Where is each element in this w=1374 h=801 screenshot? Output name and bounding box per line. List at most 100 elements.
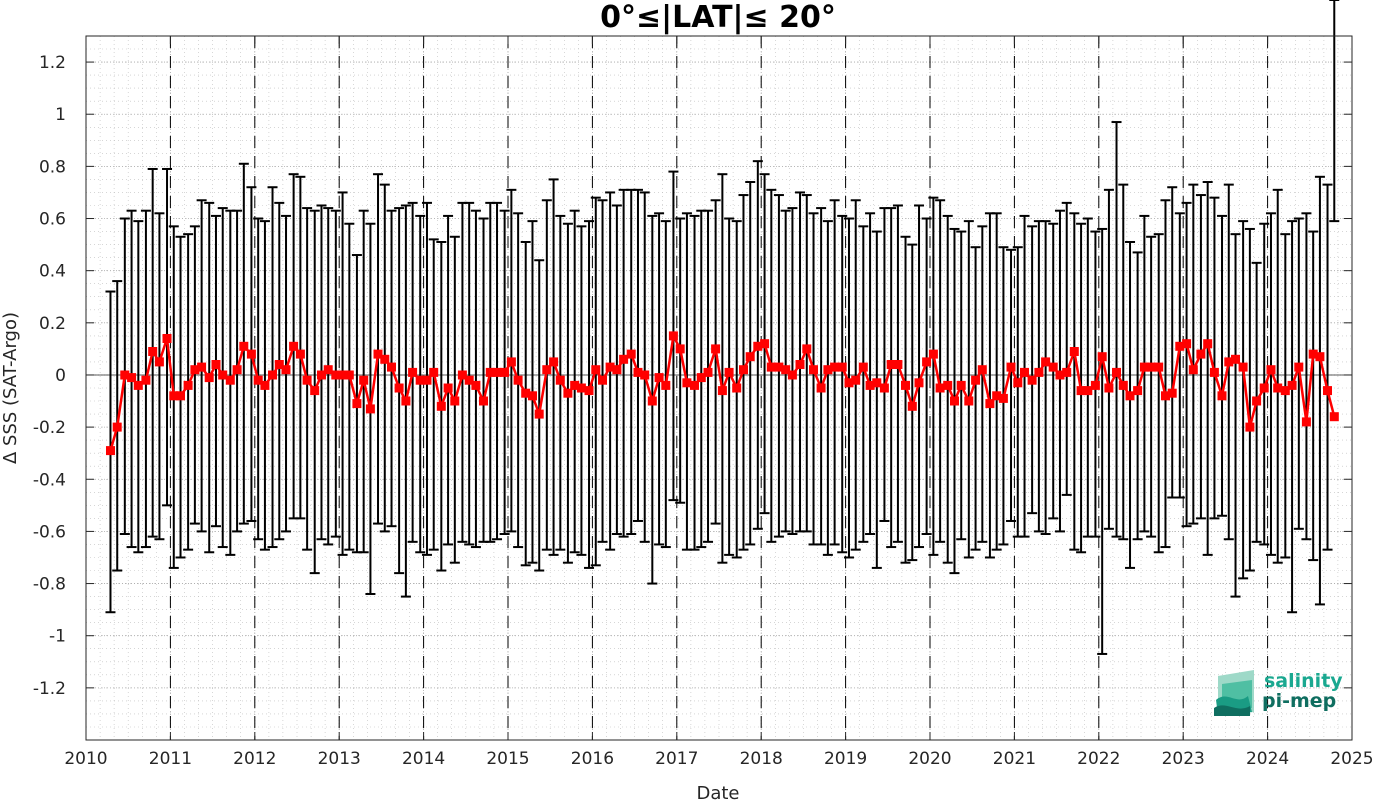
mean-marker — [141, 375, 151, 385]
mean-marker — [133, 380, 143, 390]
mean-marker — [1301, 417, 1311, 427]
mean-marker — [1209, 367, 1219, 377]
mean-marker — [317, 370, 326, 380]
mean-marker — [1266, 365, 1276, 375]
mean-marker — [401, 396, 411, 406]
mean-marker — [394, 383, 404, 393]
mean-marker — [112, 422, 122, 432]
mean-marker — [204, 373, 214, 383]
mean-marker — [626, 349, 636, 359]
mean-marker — [745, 352, 755, 362]
logo-text-pi-mep: pi-mep — [1262, 690, 1336, 712]
mean-marker — [1006, 362, 1016, 372]
y-tick-label: -1.2 — [33, 679, 66, 699]
x-tick-label: 2024 — [1246, 749, 1289, 769]
mean-marker — [717, 386, 727, 396]
x-axis-label: Date — [696, 783, 739, 801]
mean-marker — [787, 370, 797, 380]
x-tick-label: 2016 — [571, 749, 614, 769]
mean-marker — [760, 339, 770, 349]
x-tick-label: 2013 — [318, 749, 361, 769]
mean-series — [106, 331, 1339, 456]
y-tick-label: -0.2 — [33, 418, 66, 438]
mean-marker — [1013, 378, 1023, 388]
mean-marker — [1041, 357, 1051, 367]
mean-marker — [816, 383, 826, 393]
mean-marker — [690, 380, 699, 390]
x-tick-label: 2020 — [908, 749, 951, 769]
mean-marker — [218, 370, 228, 380]
y-tick-label: 1 — [55, 105, 66, 125]
mean-marker — [619, 354, 629, 364]
mean-marker — [711, 344, 721, 354]
mean-marker — [1154, 362, 1164, 372]
mean-marker — [682, 378, 692, 388]
mean-marker — [943, 380, 953, 390]
mean-marker — [1203, 339, 1213, 349]
mean-marker — [964, 396, 974, 406]
mean-marker — [479, 396, 488, 406]
mean-marker — [344, 370, 354, 380]
y-tick-label: 0.8 — [39, 157, 66, 177]
mean-marker — [781, 365, 791, 375]
mean-marker — [429, 367, 439, 377]
mean-marker — [457, 370, 467, 380]
mean-marker — [647, 396, 657, 406]
mean-marker — [563, 388, 573, 398]
mean-marker — [373, 349, 383, 359]
mean-marker — [1083, 386, 1093, 396]
y-tick-label: -1 — [49, 627, 66, 647]
mean-marker — [858, 362, 868, 372]
mean-marker — [253, 375, 263, 385]
x-tick-label: 2019 — [824, 749, 867, 769]
mean-marker — [851, 375, 861, 385]
mean-marker — [555, 375, 565, 385]
axis-ticks — [85, 36, 1353, 740]
mean-marker — [901, 380, 910, 390]
mean-marker — [576, 383, 586, 393]
mean-marker — [302, 375, 312, 385]
mean-marker — [106, 446, 115, 456]
mean-marker — [1048, 362, 1058, 372]
y-tick-label: -0.8 — [33, 575, 66, 595]
logo-text-salinity: salinity — [1264, 670, 1343, 692]
mean-marker — [1294, 362, 1304, 372]
mean-marker — [365, 404, 375, 414]
mean-marker — [1118, 380, 1128, 390]
mean-marker — [809, 365, 818, 375]
mean-marker — [1252, 396, 1262, 406]
mean-marker — [281, 365, 291, 375]
y-tick-label: 0.2 — [39, 314, 66, 334]
mean-marker — [640, 370, 650, 380]
logo-waves-icon — [1214, 670, 1254, 716]
y-tick-label: -0.6 — [33, 522, 66, 542]
mean-marker — [1027, 375, 1037, 385]
y-tick-label: 1.2 — [39, 53, 66, 73]
mean-marker — [1146, 362, 1156, 372]
mean-marker — [127, 373, 137, 383]
y-tick-label: 0.4 — [39, 262, 66, 282]
mean-marker — [1231, 354, 1240, 364]
mean-marker — [1323, 386, 1332, 396]
mean-marker — [1133, 386, 1143, 396]
x-tick-label: 2012 — [233, 749, 276, 769]
mean-marker — [310, 386, 320, 396]
mean-marker — [837, 362, 847, 372]
mean-marker — [668, 331, 678, 341]
mean-marker — [408, 367, 418, 377]
mean-marker — [176, 391, 185, 401]
x-tick-labels: 2010 2011 2012 2013 2014 2015 2016 2017 2018 2019… — [64, 749, 1373, 769]
mean-marker — [1112, 367, 1121, 377]
x-tick-label: 2025 — [1330, 749, 1373, 769]
mean-marker — [225, 375, 235, 385]
mean-marker — [260, 380, 270, 390]
mean-marker — [1315, 352, 1325, 362]
mean-marker — [289, 341, 299, 351]
mean-marker — [584, 386, 594, 396]
y-tick-labels: -1.2 -1 -0.8 -0.6 -0.4 -0.2 0 0.2 0.4 0.6 0.8 1 1.2 — [33, 53, 66, 699]
mean-marker — [1259, 383, 1269, 393]
mean-marker — [696, 373, 706, 383]
mean-marker — [914, 378, 924, 388]
mean-marker — [1217, 391, 1227, 401]
